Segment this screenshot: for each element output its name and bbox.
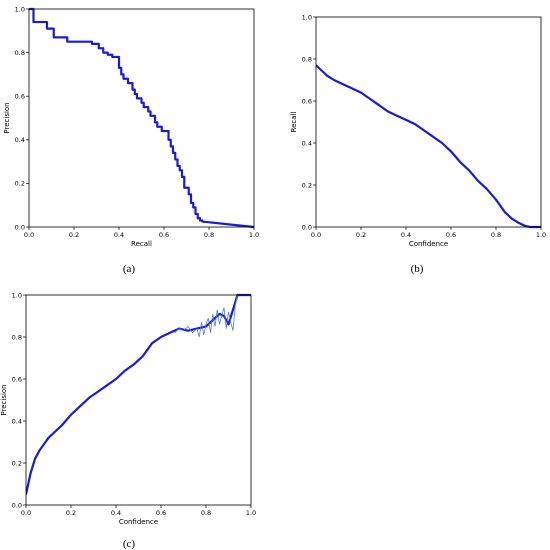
series-line-1 bbox=[26, 293, 251, 495]
chart-panel-3: 0.0 0.2 0.4 0.6 0.8 1.0 0.0 0.2 0.4 0.6 0.8 1.0 Conf… bbox=[0, 291, 256, 526]
y-tick-label: 0.2 bbox=[15, 180, 25, 188]
x-tick-label: 1.0 bbox=[249, 231, 259, 239]
y-tick-label: 0.2 bbox=[302, 181, 312, 189]
y-tick-label: 0.6 bbox=[302, 97, 312, 105]
axes-frame bbox=[315, 16, 542, 228]
axes-frame bbox=[25, 294, 252, 506]
panel-label-c: (c) bbox=[123, 538, 136, 550]
x-tick-label: 0.0 bbox=[24, 231, 34, 239]
panel-label-a: (a) bbox=[123, 263, 136, 275]
x-tick-label: 0.2 bbox=[356, 231, 366, 239]
series-line-1 bbox=[29, 7, 255, 229]
y-axis-label: Precision bbox=[3, 102, 11, 133]
x-axis-label: Confidence bbox=[119, 518, 158, 526]
chart-panel-2: 0.0 0.2 0.4 0.6 0.8 1.0 0.0 0.2 0.4 0.6 0.8 1.0 Conf… bbox=[290, 13, 546, 248]
axes-frame bbox=[28, 8, 255, 228]
y-tick-label: 0.8 bbox=[12, 333, 22, 341]
x-tick-label: 1.0 bbox=[536, 231, 546, 239]
x-tick-label: 0.2 bbox=[69, 231, 79, 239]
x-tick-label: 0.0 bbox=[21, 509, 31, 517]
y-tick-label: 0.2 bbox=[12, 459, 22, 467]
y-tick-label: 0.0 bbox=[12, 501, 22, 509]
x-tick-label: 0.8 bbox=[201, 509, 211, 517]
x-tick-label: 0.6 bbox=[446, 231, 456, 239]
y-tick-label: 0.4 bbox=[15, 136, 25, 144]
y-tick-label: 0.0 bbox=[302, 223, 312, 231]
y-tick-label: 0.6 bbox=[12, 375, 22, 383]
series-line-1 bbox=[316, 64, 541, 229]
x-tick-label: 0.6 bbox=[159, 231, 169, 239]
x-axis-label: Confidence bbox=[409, 240, 448, 248]
y-tick-label: 0.4 bbox=[302, 139, 312, 147]
x-tick-label: 0.0 bbox=[311, 231, 321, 239]
x-tick-label: 0.6 bbox=[156, 509, 166, 517]
y-axis-label: Precision bbox=[0, 384, 8, 415]
y-tick-label: 0.8 bbox=[15, 49, 25, 57]
x-axis-label: Recall bbox=[131, 240, 152, 248]
y-tick-label: 0.0 bbox=[15, 223, 25, 231]
x-tick-label: 0.2 bbox=[66, 509, 76, 517]
series-line-2 bbox=[174, 294, 238, 338]
x-tick-label: 0.8 bbox=[491, 231, 501, 239]
x-tick-label: 0.4 bbox=[111, 509, 121, 517]
chart-panel-1: 0.0 0.2 0.4 0.6 0.8 1.0 0.0 0.2 0.4 0.6 0.8 1.0 Reca… bbox=[3, 5, 259, 248]
x-tick-label: 0.4 bbox=[114, 231, 124, 239]
y-tick-label: 1.0 bbox=[302, 13, 312, 21]
y-axis-label: Recall bbox=[290, 112, 298, 133]
x-tick-label: 1.0 bbox=[246, 509, 256, 517]
x-tick-label: 0.8 bbox=[204, 231, 214, 239]
y-tick-label: 1.0 bbox=[15, 5, 25, 13]
y-tick-label: 1.0 bbox=[12, 291, 22, 299]
y-tick-label: 0.6 bbox=[15, 93, 25, 101]
x-tick-label: 0.4 bbox=[401, 231, 411, 239]
y-tick-label: 0.4 bbox=[12, 417, 22, 425]
y-tick-label: 0.8 bbox=[302, 55, 312, 63]
panel-label-b: (b) bbox=[411, 263, 424, 275]
